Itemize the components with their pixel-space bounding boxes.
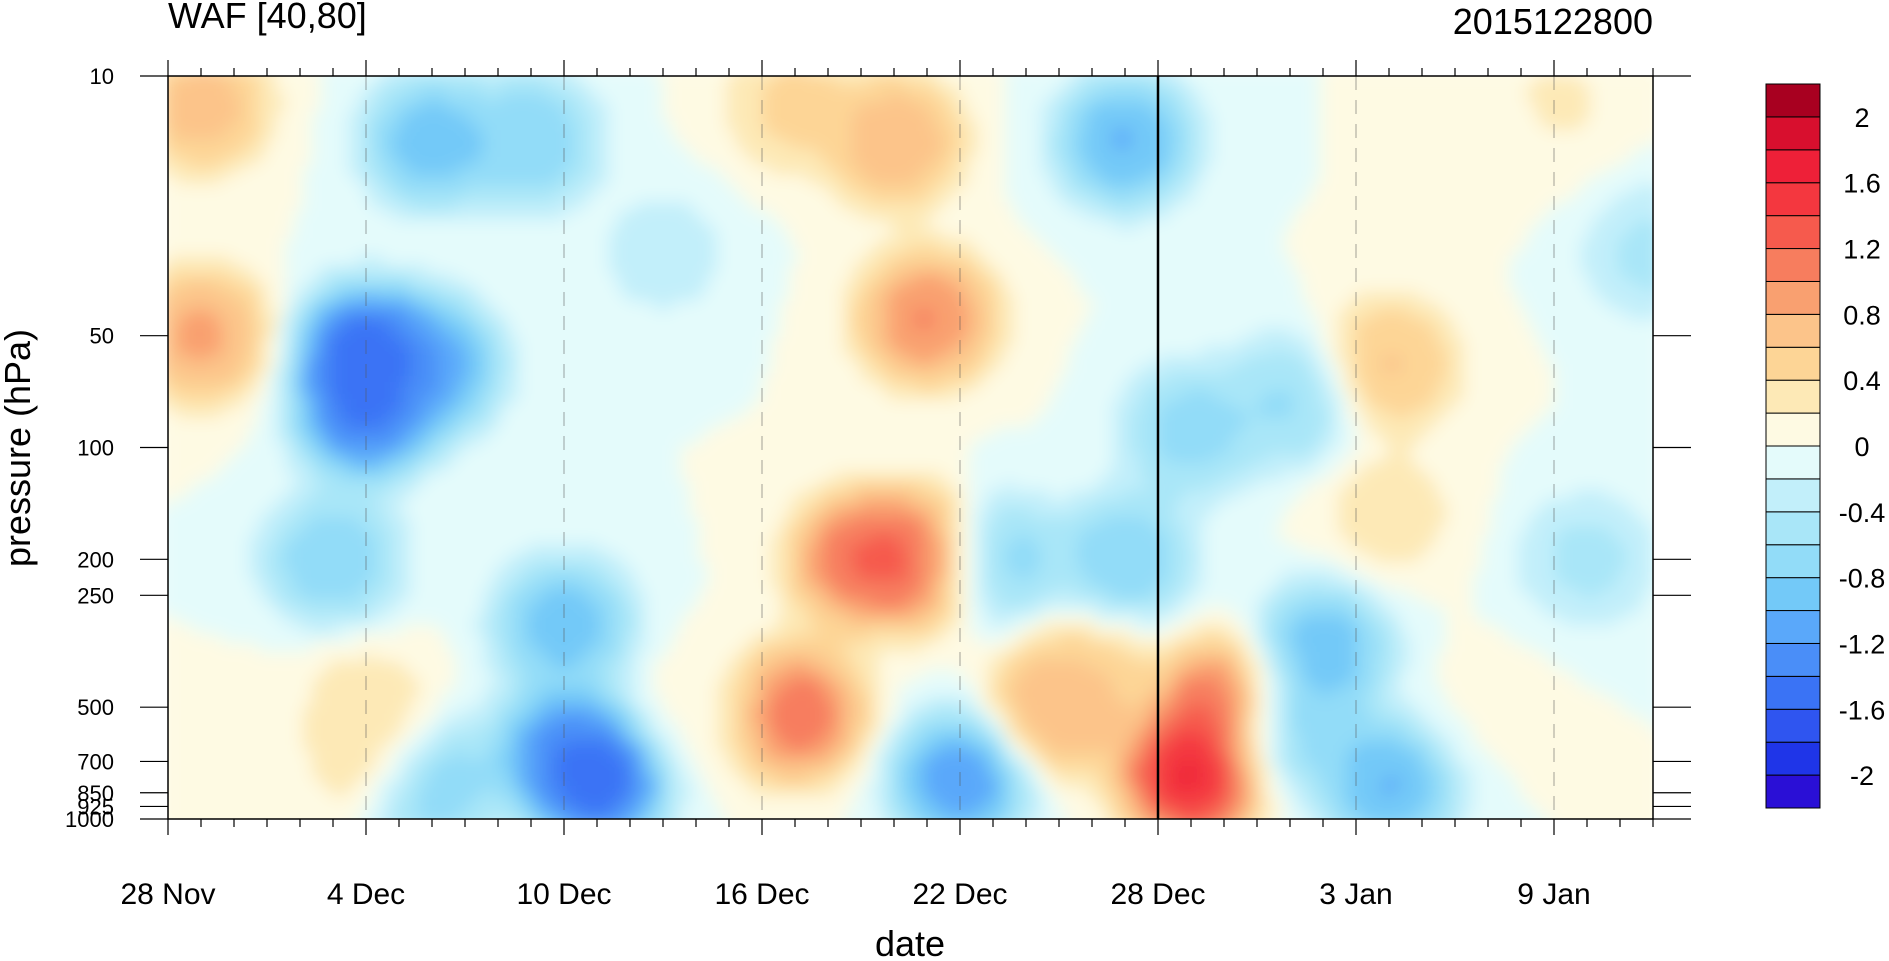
- colorbar-tick-label: 1.2: [1843, 235, 1881, 265]
- colorbar-swatch: [1765, 774, 1821, 809]
- x-tick-label: 10 Dec: [516, 878, 611, 911]
- x-axis-tick-labels: 28 Nov 4 Dec 10 Dec 16 Dec 22 Dec 28 Dec 3 Jan…: [120, 878, 1590, 911]
- y-tick-label: 700: [77, 749, 114, 774]
- y-tick-label: 200: [77, 547, 114, 572]
- y-tick-label: 925: [77, 794, 114, 819]
- colorbar-swatch: [1765, 182, 1821, 217]
- y-tick-label: 500: [77, 695, 114, 720]
- x-axis-label: date: [875, 923, 945, 961]
- colorbar-swatch: [1765, 577, 1821, 612]
- colorbar-swatch: [1765, 116, 1821, 151]
- chart-title-left: WAF [40,80]: [168, 0, 367, 36]
- colorbar-tick-label: 0: [1854, 432, 1869, 462]
- colorbar-swatch: [1765, 610, 1821, 644]
- colorbar-tick-label: -0.4: [1839, 498, 1886, 528]
- colorbar-swatch: [1765, 346, 1821, 381]
- colorbar-tick-label: 2: [1854, 103, 1869, 133]
- colorbar-tick-label: -1.6: [1839, 695, 1886, 725]
- axis-ticks: [140, 60, 1691, 835]
- colorbar-swatch: [1765, 412, 1821, 447]
- colorbar-tick-label: -0.8: [1839, 564, 1886, 594]
- colorbar-swatch: [1765, 544, 1821, 579]
- y-tick-label: 850: [77, 781, 114, 806]
- colorbar-swatch: [1765, 511, 1821, 546]
- contour-fill: [168, 76, 1653, 819]
- y-tick-label: 50: [90, 324, 114, 349]
- colorbar-swatch: [1765, 741, 1821, 776]
- colorbar-tick-label: 0.4: [1843, 366, 1881, 396]
- x-tick-label: 16 Dec: [714, 878, 809, 911]
- colorbar-swatch: [1765, 379, 1821, 414]
- colorbar-tick-label: 1.6: [1843, 169, 1881, 199]
- colorbar-swatch: [1765, 149, 1821, 184]
- colorbar-swatch: [1765, 313, 1821, 348]
- x-tick-label: 9 Jan: [1517, 878, 1590, 911]
- colorbar-tick-label: -2: [1850, 761, 1874, 791]
- chart-title-right: 2015122800: [1453, 1, 1653, 42]
- x-tick-label: 28 Nov: [120, 878, 215, 911]
- x-tick-label: 22 Dec: [912, 878, 1007, 911]
- colorbar-swatch: [1765, 675, 1821, 710]
- y-tick-label: 10: [90, 64, 114, 89]
- x-tick-label: 3 Jan: [1319, 878, 1392, 911]
- y-axis-label: pressure (hPa): [0, 329, 38, 567]
- colorbar-swatch: [1765, 215, 1821, 250]
- colorbar-tick-label: -1.2: [1839, 629, 1886, 659]
- x-tick-label: 28 Dec: [1110, 878, 1205, 911]
- colorbar-swatch: [1765, 445, 1821, 480]
- y-tick-label: 1000: [65, 807, 114, 832]
- colorbar-swatch: [1765, 83, 1821, 118]
- colorbar-swatch: [1765, 708, 1821, 743]
- plot-area: [140, 60, 1691, 835]
- x-tick-label: 4 Dec: [327, 878, 405, 911]
- colorbar-swatch: [1765, 280, 1821, 315]
- y-tick-label: 250: [77, 583, 114, 608]
- colorbar-tick-label: 0.8: [1843, 300, 1881, 330]
- y-tick-label: 100: [77, 436, 114, 461]
- colorbar-swatch: [1765, 642, 1821, 677]
- colorbar-swatch: [1765, 248, 1821, 282]
- contour-field: [168, 76, 1653, 819]
- colorbar: -2 -1.6 -1.2 -0.8 -0.4 0 0.4 0.8 1.2 1.6 2: [1765, 83, 1886, 809]
- colorbar-swatch: [1765, 478, 1821, 513]
